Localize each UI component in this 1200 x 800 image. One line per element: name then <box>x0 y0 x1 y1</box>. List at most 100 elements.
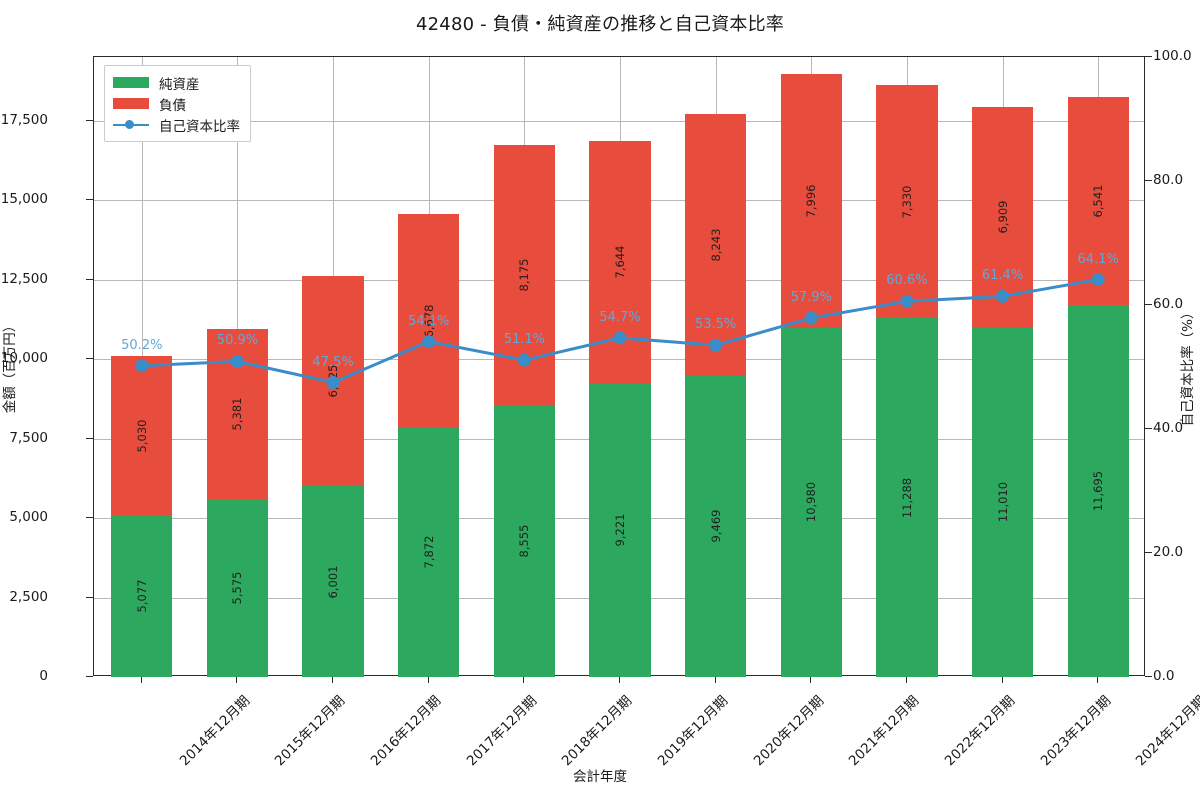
gridline-horizontal <box>94 120 1144 122</box>
ratio-value-label: 50.9% <box>216 333 259 349</box>
x-tick-label: 2024年12月期 <box>1132 692 1200 770</box>
bar-segment-equity[interactable]: 5,077 <box>111 515 173 677</box>
bar-segment-equity[interactable]: 5,575 <box>206 499 269 677</box>
bar-value-label-equity: 8,555 <box>517 524 532 558</box>
ratio-value-label: 61.4% <box>981 268 1024 284</box>
x-axis-label: 会計年度 <box>573 769 627 785</box>
x-tick-label: 2018年12月期 <box>559 692 636 770</box>
legend-swatch-icon <box>113 98 149 109</box>
y-tick-mark-right <box>1145 428 1152 429</box>
y-tick-mark-right <box>1145 552 1152 553</box>
ratio-value-label: 50.2% <box>121 337 163 353</box>
bar-value-label-liability: 5,030 <box>134 419 149 453</box>
bar-value-label-equity: 7,872 <box>421 535 436 569</box>
x-tick-label: 2017年12月期 <box>463 692 540 770</box>
bar-segment-equity[interactable]: 11,695 <box>1067 305 1129 677</box>
x-tick-mark <box>427 676 429 683</box>
bar-segment-liability[interactable]: 8,243 <box>685 113 747 376</box>
ratio-value-label: 60.6% <box>886 273 928 289</box>
y-tick-label-right: 60.0 <box>1153 296 1184 312</box>
ratio-value-label: 47.5% <box>312 354 354 370</box>
legend-item-label: 自己資本比率 <box>159 118 240 135</box>
bar-segment-equity[interactable]: 8,555 <box>493 404 555 677</box>
legend-item[interactable]: 自己資本比率 <box>113 114 240 135</box>
y-tick-mark-left <box>86 199 93 201</box>
bar-segment-liability[interactable]: 6,909 <box>971 107 1034 327</box>
bar-segment-liability[interactable]: 8,175 <box>493 145 555 405</box>
bar-segment-equity[interactable]: 9,469 <box>685 375 747 677</box>
y-tick-label-left: 2,500 <box>9 588 48 605</box>
ratio-value-label: 53.5% <box>694 317 737 333</box>
bar-segment-liability[interactable]: 6,541 <box>1067 97 1129 306</box>
y-tick-label-left: 15,000 <box>0 191 48 208</box>
ratio-value-label: 54.1% <box>408 313 450 329</box>
y-tick-mark-left <box>86 278 93 280</box>
bar-segment-equity[interactable]: 11,010 <box>971 326 1034 677</box>
bar-segment-liability[interactable]: 7,644 <box>589 140 651 384</box>
bar-value-label-equity: 9,469 <box>708 509 723 543</box>
y-tick-label-left: 10,000 <box>0 350 48 367</box>
y-tick-label-left: 5,000 <box>9 509 48 526</box>
bar-segment-equity[interactable]: 9,221 <box>589 383 651 677</box>
legend-item-label: 負債 <box>159 97 186 114</box>
x-tick-mark <box>236 676 238 683</box>
y-tick-label-right: 40.0 <box>1153 420 1184 436</box>
bar-value-label-liability: 6,909 <box>995 200 1010 234</box>
legend-item-label: 純資産 <box>159 76 200 93</box>
bar-segment-liability[interactable]: 5,030 <box>111 355 173 516</box>
bar-value-label-liability: 7,330 <box>899 185 914 219</box>
bar-value-label-equity: 6,001 <box>326 565 341 599</box>
y-tick-label-left: 0 <box>39 668 48 684</box>
ratio-value-label: 64.1% <box>1077 251 1119 267</box>
ratio-value-label: 57.9% <box>790 290 832 306</box>
bar-value-label-equity: 5,077 <box>134 579 149 613</box>
y-tick-label-left: 7,500 <box>9 429 48 446</box>
y-tick-mark-left <box>86 119 93 121</box>
bar-segment-equity[interactable]: 7,872 <box>398 426 460 677</box>
bar-value-label-liability: 7,996 <box>804 184 819 218</box>
x-tick-mark <box>140 676 142 683</box>
y-tick-label-right: 80.0 <box>1153 172 1184 188</box>
bar-value-label-equity: 11,010 <box>995 481 1010 523</box>
x-tick-label: 2023年12月期 <box>1037 692 1114 770</box>
y-tick-label-right: 20.0 <box>1153 544 1184 560</box>
y-tick-label-left: 12,500 <box>0 270 48 287</box>
legend-line-marker-icon <box>113 119 149 130</box>
x-tick-label: 2019年12月期 <box>654 692 732 770</box>
y-tick-mark-left <box>86 517 93 519</box>
x-tick-mark <box>1097 676 1099 683</box>
x-tick-label: 2020年12月期 <box>750 692 827 770</box>
bar-segment-equity[interactable]: 10,980 <box>780 327 842 677</box>
x-tick-label: 2022年12月期 <box>941 692 1019 770</box>
bar-value-label-liability: 8,243 <box>708 228 723 262</box>
bar-segment-liability[interactable]: 6,625 <box>302 275 364 487</box>
bar-value-label-equity: 10,980 <box>804 482 819 523</box>
bar-segment-equity[interactable]: 6,001 <box>302 486 364 677</box>
legend-item[interactable]: 純資産 <box>113 72 240 93</box>
bar-value-label-equity: 11,695 <box>1091 470 1106 512</box>
y-axis-label-right: 自己資本比率（%） <box>1180 305 1196 427</box>
ratio-value-label: 51.1% <box>503 332 546 348</box>
bar-value-label-liability: 7,644 <box>612 245 627 279</box>
bar-segment-equity[interactable]: 11,288 <box>876 318 938 677</box>
x-tick-mark <box>714 676 716 683</box>
bar-value-label-equity: 5,575 <box>230 571 245 605</box>
y-tick-mark-right <box>1145 304 1152 305</box>
chart-legend: 純資産負債自己資本比率 <box>104 65 251 142</box>
x-tick-label: 2016年12月期 <box>367 692 445 770</box>
legend-item[interactable]: 負債 <box>113 93 240 114</box>
x-tick-mark <box>1001 676 1003 683</box>
y-tick-mark-left <box>86 437 93 439</box>
x-tick-label: 2021年12月期 <box>846 692 923 770</box>
y-tick-mark-right <box>1145 676 1152 677</box>
bar-value-label-equity: 9,221 <box>612 513 627 547</box>
y-tick-label-right: 100.0 <box>1153 48 1192 64</box>
bar-segment-liability[interactable]: 5,381 <box>206 328 269 500</box>
plot-area: 5,077 5,030 5,575 5,381 6,001 6,625 7,872 6,678… <box>93 56 1145 677</box>
x-tick-mark <box>523 676 525 683</box>
x-tick-mark <box>810 676 812 683</box>
y-tick-mark-right <box>1145 180 1152 181</box>
x-tick-mark <box>905 676 907 683</box>
y-tick-mark-right <box>1145 56 1152 57</box>
